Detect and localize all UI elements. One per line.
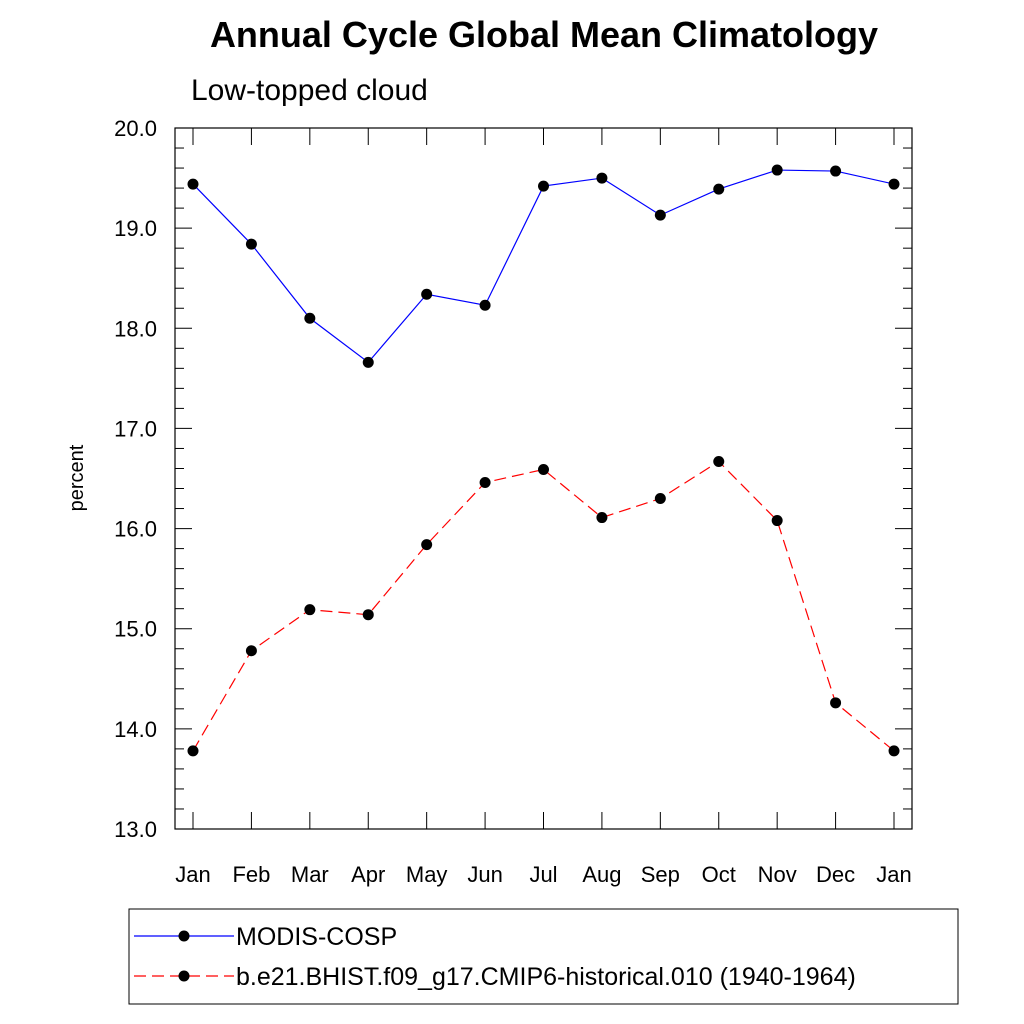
data-point bbox=[654, 209, 666, 221]
x-tick-label: Jul bbox=[529, 862, 557, 887]
legend-marker bbox=[178, 930, 190, 942]
data-point bbox=[538, 463, 549, 475]
data-point bbox=[421, 539, 433, 551]
data-point bbox=[245, 238, 257, 250]
data-point bbox=[538, 180, 549, 192]
series-1 bbox=[187, 164, 900, 368]
legend-marker bbox=[178, 970, 190, 982]
data-point bbox=[304, 312, 316, 324]
data-point bbox=[771, 164, 783, 176]
data-point bbox=[713, 455, 725, 467]
tick-marks bbox=[175, 127, 912, 830]
data-point bbox=[479, 299, 491, 311]
plot-frame bbox=[174, 127, 913, 830]
data-point bbox=[362, 356, 374, 368]
x-tick-label: Oct bbox=[702, 862, 736, 887]
x-tick-label: Jan bbox=[876, 862, 911, 887]
data-point bbox=[596, 172, 608, 184]
legend: MODIS-COSP b.e21.BHIST.f09_g17.CMIP6-hist… bbox=[134, 923, 856, 991]
data-point bbox=[245, 645, 257, 657]
y-tick-label: 19.0 bbox=[114, 216, 157, 241]
data-point bbox=[362, 609, 374, 621]
data-point bbox=[771, 515, 783, 527]
data-point bbox=[187, 745, 199, 757]
x-tick-label: Dec bbox=[816, 862, 855, 887]
y-tick-label: 20.0 bbox=[114, 116, 157, 141]
data-point bbox=[304, 604, 316, 616]
x-tick-label: Mar bbox=[291, 862, 329, 887]
legend-label: MODIS-COSP bbox=[236, 923, 397, 951]
x-tick-label: May bbox=[406, 862, 448, 887]
x-tick-label: Jan bbox=[175, 862, 210, 887]
y-tick-label: 18.0 bbox=[114, 316, 157, 341]
series-2 bbox=[187, 455, 900, 757]
x-tick-label: Jun bbox=[467, 862, 502, 887]
chart-subtitle: Low-topped cloud bbox=[191, 74, 428, 107]
y-tick-label: 13.0 bbox=[114, 817, 157, 842]
y-tick-label: 16.0 bbox=[114, 517, 157, 542]
x-tick-label: Nov bbox=[758, 862, 797, 887]
data-point bbox=[888, 178, 900, 190]
y-tick-label: 15.0 bbox=[114, 617, 157, 642]
legend-label: b.e21.BHIST.f09_g17.CMIP6-historical.010… bbox=[236, 963, 856, 991]
data-point bbox=[479, 477, 491, 489]
y-axis-label: percent bbox=[66, 444, 88, 511]
data-point bbox=[596, 512, 608, 524]
series-layer bbox=[187, 164, 900, 757]
y-tick-label: 14.0 bbox=[114, 717, 157, 742]
x-tick-label: Feb bbox=[232, 862, 270, 887]
data-point bbox=[187, 178, 199, 190]
series-line bbox=[192, 169, 895, 364]
data-point bbox=[830, 165, 842, 177]
data-point bbox=[713, 183, 725, 195]
x-tick-labels: Jan Feb Mar Apr May Jun Jul Aug Sep Oct Nov Dec Jan bbox=[175, 862, 911, 887]
legend-box bbox=[128, 908, 959, 1005]
data-point bbox=[830, 697, 842, 709]
x-tick-label: Sep bbox=[641, 862, 680, 887]
chart-title: Annual Cycle Global Mean Climatology bbox=[210, 14, 878, 55]
y-tick-labels: 13.0 14.0 15.0 16.0 17.0 18.0 19.0 20.0 bbox=[114, 116, 157, 842]
x-tick-label: Apr bbox=[351, 862, 385, 887]
data-point bbox=[654, 493, 666, 505]
data-point bbox=[421, 288, 433, 300]
x-tick-label: Aug bbox=[582, 862, 621, 887]
y-tick-label: 17.0 bbox=[114, 416, 157, 441]
series-line bbox=[192, 460, 895, 752]
data-point bbox=[888, 745, 900, 757]
